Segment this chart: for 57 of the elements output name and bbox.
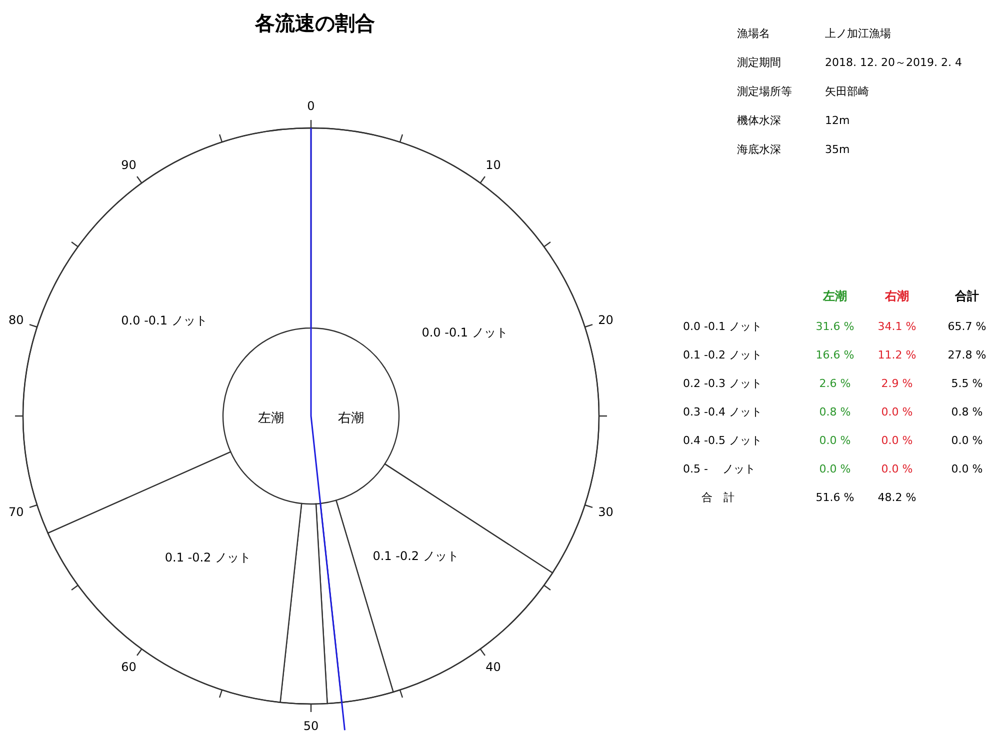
slice-label: 0.0 -0.1 ノット <box>422 326 508 340</box>
text: 0.0 % <box>819 434 851 447</box>
text: 90 <box>121 158 136 172</box>
text: 海底水深 <box>737 143 781 156</box>
text: 10 <box>486 158 501 172</box>
text: 0.0 % <box>951 462 983 476</box>
text: 2.6 % <box>819 377 851 390</box>
slice-label: 0.1 -0.2 ノット <box>372 549 459 564</box>
text: 0.0 % <box>881 462 913 476</box>
text: 30 <box>598 504 614 519</box>
slice-label: 0.0 -0.1 ノット <box>121 314 208 328</box>
category-label: 合計 <box>954 289 979 303</box>
text: 40 <box>486 660 501 674</box>
text: 70 <box>8 504 24 519</box>
category-label: 左潮 <box>822 289 847 303</box>
text: 測定場所等 <box>737 85 792 98</box>
text: 50 <box>303 719 319 733</box>
category-label: 0.2 -0.3 ノット <box>683 377 762 390</box>
text: 12m <box>825 114 850 127</box>
text: 2.9 % <box>881 377 913 390</box>
text: 31.6 % <box>816 320 854 333</box>
text: 右潮 <box>338 411 364 426</box>
text: 0 <box>307 99 315 113</box>
text: 矢田部崎 <box>825 85 869 98</box>
text: 80 <box>8 313 24 328</box>
text: 0.8 % <box>819 406 851 418</box>
text: 5.5 % <box>951 377 983 390</box>
text: 0.0 % <box>881 406 913 418</box>
text: 漁場名 <box>737 27 770 40</box>
text: 2018. 12. 20～2019. 2. 4 <box>825 56 962 69</box>
category-label: 0.3 -0.4 ノット <box>683 406 762 418</box>
category-label: 0.4 -0.5 ノット <box>683 434 762 447</box>
text: 0.0 % <box>881 434 913 447</box>
text: 11.2 % <box>878 348 916 362</box>
text: 65.7 % <box>948 320 986 333</box>
text: 左潮 <box>258 411 284 426</box>
text: 48.2 % <box>878 491 916 504</box>
text: 27.8 % <box>948 348 986 362</box>
text: 上ノ加江漁場 <box>825 27 891 40</box>
category-label: 右潮 <box>884 289 909 303</box>
text: 34.1 % <box>878 320 916 333</box>
category-label: 0.1 -0.2 ノット <box>683 348 762 362</box>
text: 0.0 % <box>819 462 851 476</box>
category-label: 合 計 <box>702 491 734 504</box>
category-label: 0.5 - ノット <box>683 462 756 476</box>
text: 0.0 % <box>951 434 983 447</box>
text: 測定期間 <box>737 56 781 69</box>
text: 35m <box>825 143 850 156</box>
text: 51.6 % <box>816 491 854 504</box>
text: 機体水深 <box>737 114 781 127</box>
text: 0.8 % <box>951 406 983 418</box>
text: 16.6 % <box>816 348 854 362</box>
text: 20 <box>598 313 614 328</box>
chart-title: 各流速の割合 <box>254 11 375 35</box>
slice-label: 0.1 -0.2 ノット <box>164 550 252 564</box>
text: 60 <box>121 660 136 674</box>
category-label: 0.0 -0.1 ノット <box>683 320 762 333</box>
